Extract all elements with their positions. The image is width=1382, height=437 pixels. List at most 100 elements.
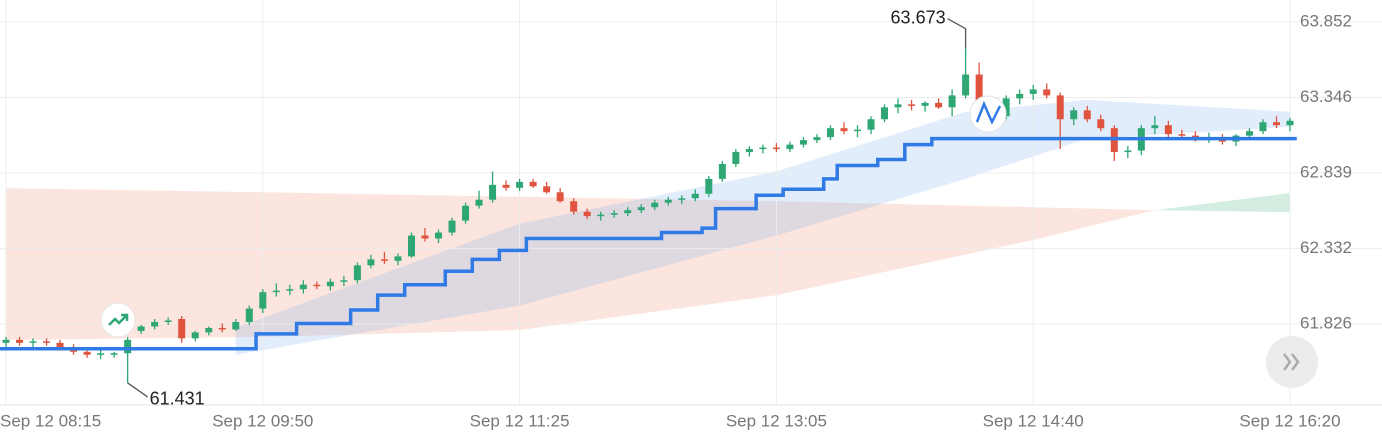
candle-body (394, 256, 402, 261)
candle-body (448, 220, 456, 233)
y-tick-label: 62.332 (1300, 238, 1352, 257)
candle-body (1016, 93, 1024, 99)
candle-body (1151, 125, 1159, 129)
candle-body (597, 214, 605, 217)
scroll-right-button[interactable] (1266, 336, 1318, 388)
candle-body (232, 321, 240, 330)
candle-body (313, 284, 321, 287)
candle-body (272, 290, 280, 293)
x-tick-label: Sep 12 08:15 (0, 411, 101, 430)
candle-body (826, 128, 834, 138)
candle-body (286, 289, 294, 291)
candle-body (543, 186, 551, 193)
candle-body (340, 280, 348, 282)
annotation-leader (127, 382, 149, 398)
candle-body (678, 198, 686, 200)
candle-body (56, 342, 64, 349)
candle-body (29, 341, 37, 343)
indicator-area (6, 188, 1155, 341)
candle-body (908, 104, 916, 106)
candle-body (475, 199, 483, 206)
candle-body (921, 102, 929, 106)
candle-body (1083, 110, 1091, 120)
candle-body (367, 259, 375, 266)
signal-icon-wave (969, 95, 1007, 133)
candle-body (556, 192, 564, 202)
candle-body (637, 207, 645, 211)
candle-body (489, 184, 497, 200)
candle-body (178, 318, 186, 339)
candle-body (759, 147, 767, 150)
candle-body (745, 149, 753, 153)
x-tick-label: Sep 12 14:40 (983, 411, 1084, 430)
candle-body (570, 201, 578, 212)
candle-body (664, 199, 672, 203)
candle-body (326, 281, 334, 287)
candle-body (1124, 150, 1132, 153)
candle-body (1259, 122, 1267, 132)
annotation-low: 61.431 (150, 389, 205, 409)
candle-body (1070, 110, 1078, 120)
candle-body (799, 140, 807, 145)
x-tick-label: Sep 12 13:05 (726, 411, 827, 430)
candle-body (502, 184, 510, 188)
areas (6, 99, 1290, 355)
annotation-high: 63.673 (891, 7, 946, 27)
candle-body (610, 213, 618, 215)
candle-body (718, 163, 726, 179)
candle-body (813, 137, 821, 141)
candle-body (2, 339, 10, 343)
candle-body (299, 284, 307, 290)
candle-body (691, 193, 699, 199)
candle-body (43, 341, 51, 343)
candle-body (462, 205, 470, 221)
candle-body (935, 102, 943, 108)
y-tick-label: 61.826 (1300, 314, 1352, 333)
candle-body (218, 327, 226, 330)
candle-body (786, 144, 794, 150)
candle-body (1097, 119, 1105, 129)
grid (0, 0, 1382, 406)
signal-icon-buy (100, 302, 136, 338)
candle-body (380, 259, 388, 261)
candle-body (1245, 131, 1253, 136)
candle-body (1056, 95, 1064, 120)
candle-body (1002, 98, 1010, 117)
candle-body (205, 327, 213, 333)
candle-body (975, 74, 983, 114)
candle-body (16, 339, 24, 343)
marks (0, 18, 1297, 398)
candle-body (583, 211, 591, 217)
labels: 61.826 62.332 62.839 63.346 63.852 Sep 12 08:… (0, 7, 1352, 430)
candle-body (164, 320, 172, 322)
candle-body (651, 202, 659, 208)
candle-body (705, 178, 713, 194)
candle-body (353, 265, 361, 281)
candle-body (962, 74, 970, 96)
trend-line (0, 136, 1297, 351)
candle-body (881, 107, 889, 120)
candle-body (867, 119, 875, 130)
candle-body (1164, 125, 1172, 135)
x-tick-label: Sep 12 09:50 (212, 411, 313, 430)
indicator-area (1154, 193, 1290, 213)
indicator-area (235, 99, 1290, 355)
candle-body (407, 235, 415, 257)
candle-body (529, 181, 537, 187)
candle-body (1178, 134, 1186, 136)
candle-body (421, 235, 429, 239)
candle-body (772, 147, 780, 150)
candle-body (435, 232, 443, 239)
candle-body (110, 353, 118, 355)
candle-body (245, 308, 253, 322)
candle-body (1029, 89, 1037, 94)
y-tick-label: 63.346 (1300, 87, 1352, 106)
y-tick-label: 63.852 (1300, 12, 1352, 31)
y-tick-label: 62.839 (1300, 163, 1352, 182)
candle-body (1272, 122, 1280, 126)
candle-body (1043, 89, 1051, 96)
x-tick-label: Sep 12 16:20 (1239, 411, 1340, 430)
candle-body (853, 129, 861, 132)
x-tick-label: Sep 12 11:25 (470, 411, 570, 430)
